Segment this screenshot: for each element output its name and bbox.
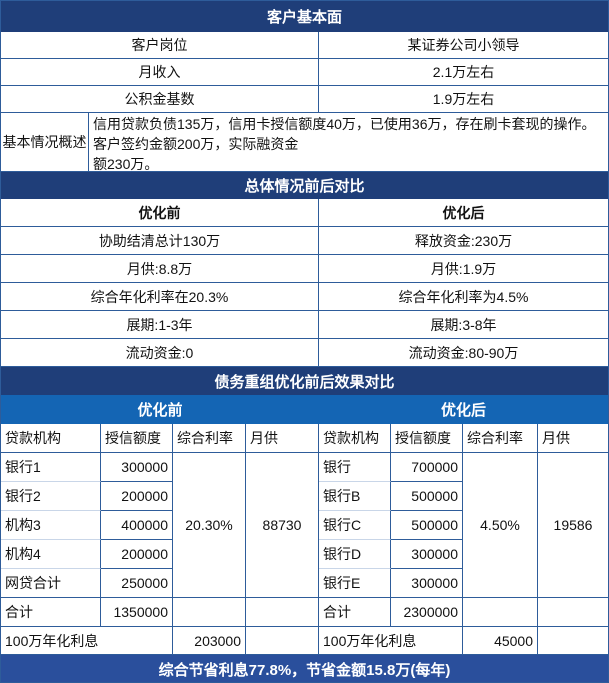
overall-after-value: 月供:1.9万 (430, 260, 497, 277)
after-interest-value: 45000 (463, 627, 538, 655)
overall-before-value: 展期:1-3年 (1, 311, 319, 338)
basic-row-value: 2.1万左右 (432, 64, 495, 80)
table-row: 流动资金:0 流动资金:80-90万 (1, 339, 608, 367)
section-overall-title: 总体情况前后对比 (244, 178, 365, 195)
before-org: 银行2 (1, 482, 101, 511)
empty-cell (538, 598, 608, 627)
section-detail-header: 债务重组优化前后效果对比 (1, 367, 608, 395)
after-credit: 700000 (391, 453, 463, 482)
overall-after-value: 综合年化利率为4.5% (398, 288, 529, 305)
before-monthly-cell: 88730 (246, 453, 319, 598)
basic-row-value: 某证券公司小领导 (407, 37, 520, 53)
col-header-credit: 授信额度 (391, 424, 463, 453)
table-row: 月收入 2.1万左右 (1, 59, 608, 86)
before-credit: 300000 (101, 453, 173, 482)
summary-label: 基本情况概述 (1, 113, 89, 171)
table-row: 综合年化利率在20.3% 综合年化利率为4.5% (1, 283, 608, 311)
after-monthly-cell: 19586 (538, 453, 608, 598)
table-row: 月供:8.8万 月供:1.9万 (1, 255, 608, 283)
overall-before-label: 优化前 (1, 199, 319, 226)
after-interest-label: 100万年化利息 (319, 627, 463, 655)
after-org: 银行B (319, 482, 391, 511)
overall-before-value: 综合年化利率在20.3% (1, 283, 319, 310)
after-credit: 300000 (391, 569, 463, 598)
col-header-credit: 授信额度 (101, 424, 173, 453)
empty-cell (173, 598, 246, 627)
before-interest-value: 203000 (173, 627, 246, 655)
savings-summary-text: 综合节省利息77.8%，节省金额15.8万(每年) (158, 661, 451, 679)
basic-row-label: 公积金基数 (1, 86, 319, 112)
col-header-org: 贷款机构 (1, 424, 101, 453)
before-credit: 250000 (101, 569, 173, 598)
after-org: 银行E (319, 569, 391, 598)
section-basic-header: 客户基本面 (1, 1, 608, 32)
overall-after-value: 释放资金:230万 (414, 232, 513, 249)
after-org: 银行D (319, 540, 391, 569)
empty-cell (246, 627, 319, 655)
summary-footer: 综合节省利息77.8%，节省金额15.8万(每年) (1, 655, 608, 682)
after-org: 银行 (319, 453, 391, 482)
before-interest-label: 100万年化利息 (1, 627, 173, 655)
before-org: 网贷合计 (1, 569, 101, 598)
empty-cell (538, 627, 608, 655)
table-row: 展期:1-3年 展期:3-8年 (1, 311, 608, 339)
overall-after-value: 流动资金:80-90万 (408, 344, 519, 361)
section-detail-title: 债务重组优化前后效果对比 (214, 373, 395, 391)
section-basic-title: 客户基本面 (266, 9, 342, 26)
before-total-label: 合计 (1, 598, 101, 627)
detail-subheader-row: 优化前 优化后 (1, 395, 608, 424)
after-total-label: 合计 (319, 598, 391, 627)
basic-row-value: 1.9万左右 (432, 91, 495, 107)
detail-table: 贷款机构 授信额度 综合利率 月供 贷款机构 授信额度 综合利率 月供 20.3… (1, 424, 608, 655)
overall-after-value: 展期:3-8年 (430, 316, 497, 333)
before-org: 机构4 (1, 540, 101, 569)
after-credit: 500000 (391, 511, 463, 540)
summary-row: 基本情况概述 信用贷款负债135万，信用卡授信额度40万，已使用36万，存在刷卡… (1, 113, 608, 172)
overall-after-label: 优化后 (442, 204, 485, 221)
after-total-credit: 2300000 (391, 598, 463, 627)
overall-before-value: 月供:8.8万 (1, 255, 319, 282)
before-rate-cell: 20.30% (173, 453, 246, 598)
before-credit: 200000 (101, 482, 173, 511)
summary-text: 信用贷款负债135万，信用卡授信额度40万，已使用36万，存在刷卡套现的操作。客… (93, 116, 596, 172)
overall-subheader-row: 优化前 优化后 (1, 199, 608, 227)
before-credit: 400000 (101, 511, 173, 540)
after-org: 银行C (319, 511, 391, 540)
before-org: 机构3 (1, 511, 101, 540)
col-header-rate: 综合利率 (463, 424, 538, 453)
col-header-monthly: 月供 (538, 424, 608, 453)
col-header-monthly: 月供 (246, 424, 319, 453)
table-row: 公积金基数 1.9万左右 (1, 86, 608, 113)
basic-row-label: 客户岗位 (1, 32, 319, 58)
empty-cell (463, 598, 538, 627)
table-row: 客户岗位 某证券公司小领导 (1, 32, 608, 59)
col-header-rate: 综合利率 (173, 424, 246, 453)
empty-cell (246, 598, 319, 627)
section-overall-header: 总体情况前后对比 (1, 172, 608, 199)
before-total-credit: 1350000 (101, 598, 173, 627)
overall-before-value: 协助结清总计130万 (1, 227, 319, 254)
before-org: 银行1 (1, 453, 101, 482)
table-row: 协助结清总计130万 释放资金:230万 (1, 227, 608, 255)
after-rate-cell: 4.50% (463, 453, 538, 598)
after-credit: 300000 (391, 540, 463, 569)
basic-row-label: 月收入 (1, 59, 319, 85)
col-header-org: 贷款机构 (319, 424, 391, 453)
detail-before-label: 优化前 (137, 402, 183, 419)
after-credit: 500000 (391, 482, 463, 511)
before-credit: 200000 (101, 540, 173, 569)
overall-before-value: 流动资金:0 (1, 339, 319, 366)
detail-after-label: 优化后 (440, 402, 486, 419)
